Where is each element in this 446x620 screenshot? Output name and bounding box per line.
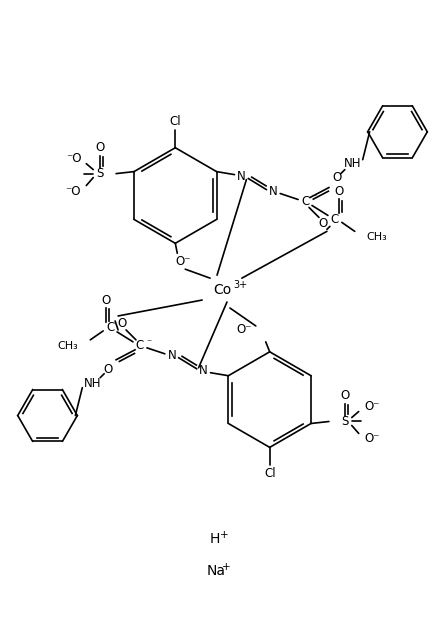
- Text: N: N: [167, 349, 176, 362]
- Text: H: H: [210, 532, 220, 546]
- Text: Co: Co: [213, 283, 231, 297]
- Text: +: +: [222, 562, 231, 572]
- Text: O: O: [117, 317, 127, 330]
- Text: N: N: [237, 170, 246, 183]
- Text: O⁻: O⁻: [365, 432, 380, 445]
- Text: C: C: [301, 195, 309, 208]
- Text: O: O: [95, 141, 105, 154]
- Text: C: C: [136, 339, 144, 352]
- Text: N: N: [269, 185, 277, 198]
- Text: +: +: [220, 530, 229, 540]
- Text: O: O: [332, 171, 342, 184]
- Text: ⁻: ⁻: [146, 338, 151, 348]
- Text: ⁻: ⁻: [311, 193, 316, 203]
- Text: O⁻: O⁻: [236, 324, 252, 337]
- Text: Cl: Cl: [264, 467, 276, 480]
- Text: Na: Na: [207, 564, 226, 578]
- Text: ⁻O: ⁻O: [66, 152, 81, 165]
- Text: O: O: [340, 389, 349, 402]
- Text: CH₃: CH₃: [58, 341, 78, 351]
- Text: ⁻O: ⁻O: [65, 185, 80, 198]
- Text: O: O: [318, 217, 327, 230]
- Text: O: O: [103, 363, 113, 376]
- Text: N: N: [199, 364, 208, 377]
- Text: O⁻: O⁻: [175, 255, 191, 268]
- Text: NH: NH: [83, 377, 101, 390]
- Text: NH: NH: [344, 157, 362, 170]
- Text: O: O: [334, 185, 343, 198]
- Text: S: S: [96, 167, 104, 180]
- Text: C: C: [331, 213, 339, 226]
- Text: Cl: Cl: [169, 115, 181, 128]
- Text: O: O: [102, 293, 111, 306]
- Text: O⁻: O⁻: [365, 400, 380, 413]
- Text: 3+: 3+: [233, 280, 247, 290]
- Text: C: C: [106, 321, 114, 334]
- Text: S: S: [341, 415, 348, 428]
- Text: CH₃: CH₃: [367, 232, 388, 242]
